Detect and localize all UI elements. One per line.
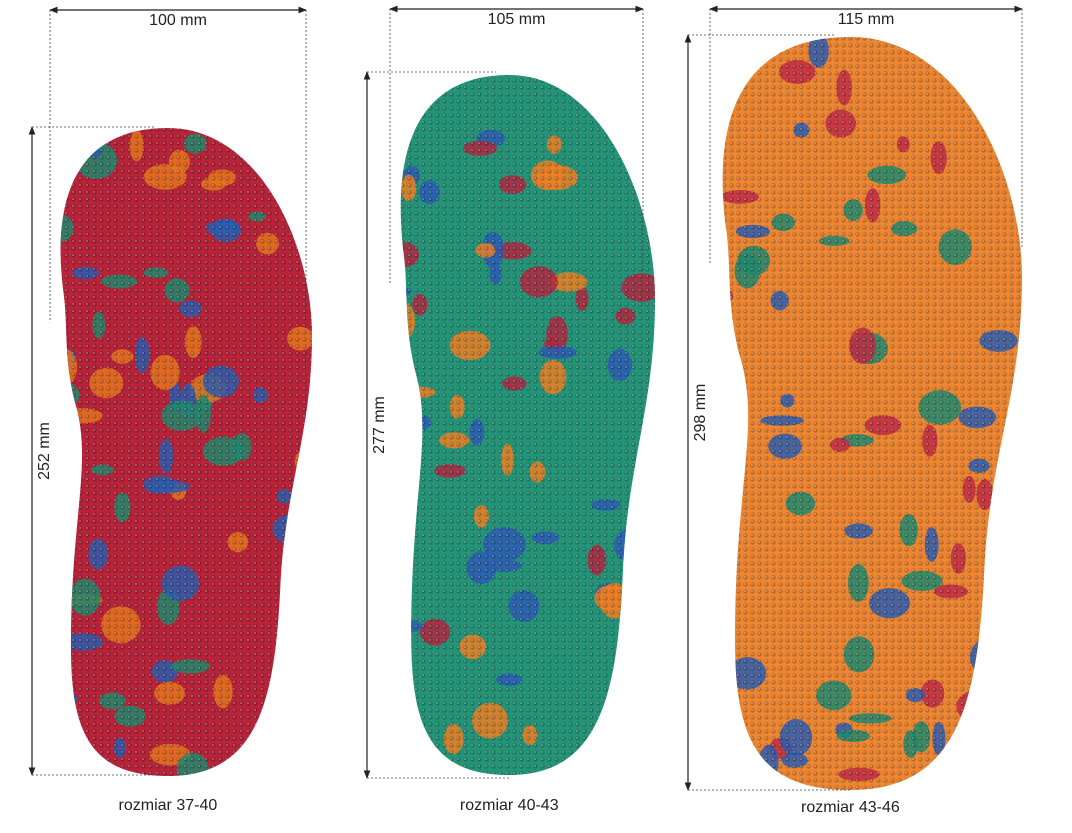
pattern-blob (722, 286, 733, 306)
pattern-blob (1007, 37, 1023, 55)
pattern-blob (270, 724, 295, 761)
pattern-blob (625, 625, 656, 643)
pattern-blob (290, 513, 313, 533)
nub-texture (722, 37, 1022, 790)
pattern-blob (994, 93, 1023, 106)
pattern-blob (1006, 165, 1023, 177)
pattern-blob (630, 75, 653, 86)
insole: 100 mm 252 mm rozmiar 37-40 (28, 6, 313, 814)
pattern-blob (400, 751, 407, 769)
pattern-blob (414, 75, 454, 97)
pattern-blob (274, 671, 311, 700)
size-label: rozmiar 43-46 (801, 799, 900, 816)
pattern-blob (998, 596, 1014, 616)
pattern-blob (557, 75, 570, 88)
width-label: 100 mm (149, 12, 207, 29)
length-label: 252 mm (36, 422, 53, 480)
pattern-blob (1004, 771, 1023, 784)
size-label: rozmiar 37-40 (119, 797, 218, 814)
insole-texture (60, 128, 313, 776)
pattern-blob (600, 730, 626, 755)
size-label: rozmiar 40-43 (460, 797, 559, 814)
pattern-blob (400, 237, 402, 257)
width-label: 115 mm (838, 11, 895, 28)
pattern-blob (400, 454, 416, 485)
length-label: 298 mm (692, 384, 709, 442)
width-label: 105 mm (488, 11, 546, 28)
pattern-blob (909, 37, 929, 53)
pattern-blob (636, 692, 656, 708)
insole-texture (400, 75, 656, 775)
pattern-blob (81, 758, 108, 775)
pattern-blob (943, 46, 971, 65)
insole: 105 mm 277 mm rozmiar 40-43 (363, 5, 656, 814)
length-label: 277 mm (371, 396, 388, 454)
pattern-blob (568, 75, 585, 95)
pattern-blob (591, 756, 628, 773)
nub-texture (60, 128, 312, 776)
pattern-blob (722, 457, 730, 486)
insole: 115 mm 298 mm rozmiar 43-46 (684, 5, 1023, 816)
nub-texture (400, 75, 655, 775)
insole-texture (722, 37, 1023, 790)
